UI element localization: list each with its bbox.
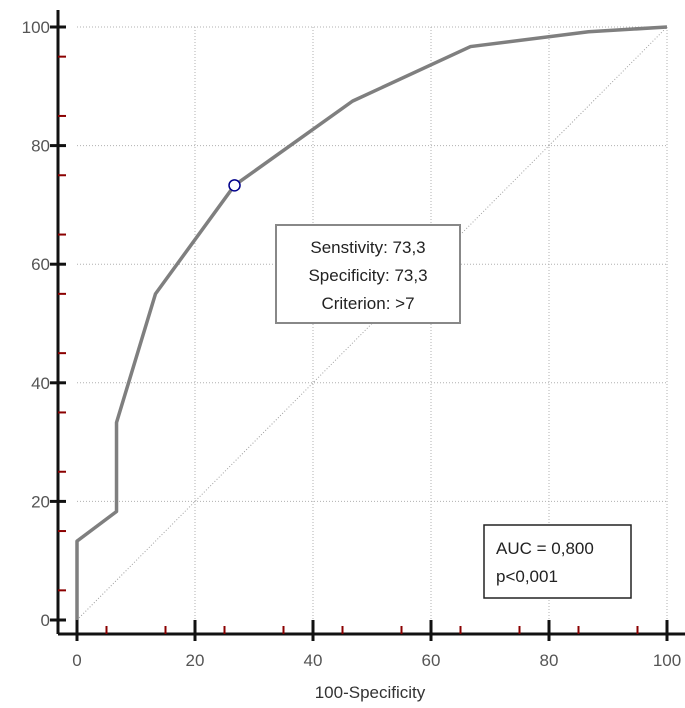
- y-tick-label: 100: [22, 18, 50, 37]
- y-tick-label: 60: [31, 255, 50, 274]
- criterion-sensitivity-text: Senstivity: 73,3: [310, 238, 425, 257]
- x-tick-label: 0: [72, 651, 81, 670]
- axes: [56, 10, 685, 636]
- tick-labels: 0 20 40 60 80 100 0 20 40 60 80 100: [22, 18, 682, 670]
- x-axis-title: 100-Specificity: [315, 683, 426, 702]
- roc-curve-series: [75, 25, 668, 620]
- criterion-box: Senstivity: 73,3 Specificity: 73,3 Crite…: [275, 224, 461, 324]
- criterion-specificity-text: Specificity: 73,3: [308, 266, 427, 285]
- y-tick-label: 0: [41, 611, 50, 630]
- axis-ticks: [50, 25, 669, 641]
- auc-value-text: AUC = 0,800: [496, 539, 594, 558]
- p-value-text: p<0,001: [496, 567, 558, 586]
- y-tick-label: 80: [31, 137, 50, 156]
- x-tick-label: 60: [422, 651, 441, 670]
- x-tick-label: 20: [186, 651, 205, 670]
- x-tick-label: 40: [304, 651, 323, 670]
- x-tick-label: 80: [540, 651, 559, 670]
- y-tick-label: 40: [31, 374, 50, 393]
- x-tick-label: 100: [653, 651, 681, 670]
- auc-box: AUC = 0,800 p<0,001: [483, 524, 632, 599]
- criterion-value-text: Criterion: >7: [321, 294, 414, 313]
- criterion-point-marker: [228, 179, 241, 192]
- y-tick-label: 20: [31, 492, 50, 511]
